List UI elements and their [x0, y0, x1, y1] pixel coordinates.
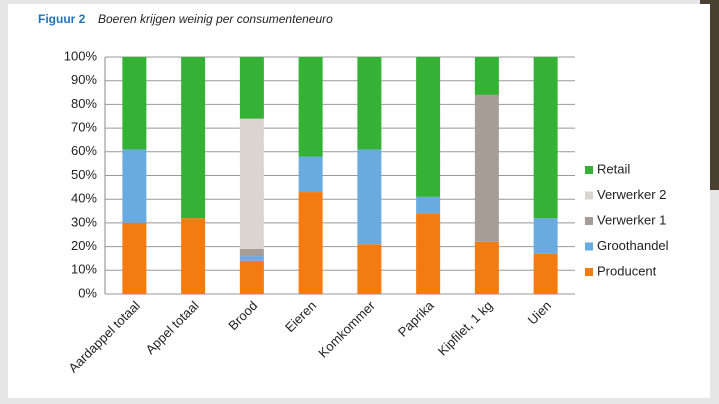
bar-segment [181, 218, 206, 294]
legend-label: Verwerker 2 [597, 187, 666, 202]
bar-segment [298, 156, 323, 193]
bar-segment [122, 149, 147, 223]
bar-segment [239, 260, 264, 294]
legend-swatch [585, 166, 593, 174]
bar-segment [181, 57, 206, 219]
y-tick-label: 40% [71, 191, 97, 206]
y-tick-label: 30% [71, 214, 97, 229]
bar-segment [298, 192, 323, 294]
bar-segment [474, 94, 499, 242]
bar-segment [357, 57, 382, 150]
legend-label: Retail [597, 161, 630, 176]
bar-segment [357, 149, 382, 245]
bar-segment [122, 57, 147, 150]
bar-segment [416, 57, 441, 197]
y-tick-label: 0% [78, 285, 97, 300]
chart-title: Boeren krijgen weinig per consumenteneur… [98, 12, 333, 26]
legend-swatch [585, 242, 593, 251]
legend-swatch [585, 268, 593, 276]
y-tick-label: 70% [71, 120, 97, 135]
legend-label: Verwerker 1 [597, 212, 666, 227]
legend-label: Groothandel [597, 238, 669, 253]
bar-segment [357, 244, 382, 294]
bar-segment [239, 248, 264, 257]
figure-label: Figuur 2 [38, 12, 86, 26]
bar-segment [416, 196, 441, 214]
legend-swatch [585, 191, 593, 200]
bar-segment [298, 57, 323, 157]
y-tick-label: 100% [64, 48, 98, 63]
legend-swatch [585, 217, 593, 225]
y-tick-label: 50% [71, 167, 97, 182]
bar-segment [239, 57, 264, 119]
y-tick-label: 20% [71, 238, 97, 253]
bar-segment [474, 57, 499, 95]
bar-segment [474, 241, 499, 294]
y-tick-label: 80% [71, 96, 97, 111]
y-tick-label: 60% [71, 143, 97, 158]
y-tick-label: 10% [71, 262, 97, 277]
bar-segment [533, 57, 558, 219]
bar-segment [533, 253, 558, 294]
bar-segment [122, 222, 147, 294]
bar-segment [239, 118, 264, 249]
legend-label: Producent [597, 263, 657, 278]
bar-segment [239, 256, 264, 261]
y-tick-label: 90% [71, 72, 97, 87]
bar-segment [416, 213, 441, 294]
bar-segment [533, 218, 558, 254]
